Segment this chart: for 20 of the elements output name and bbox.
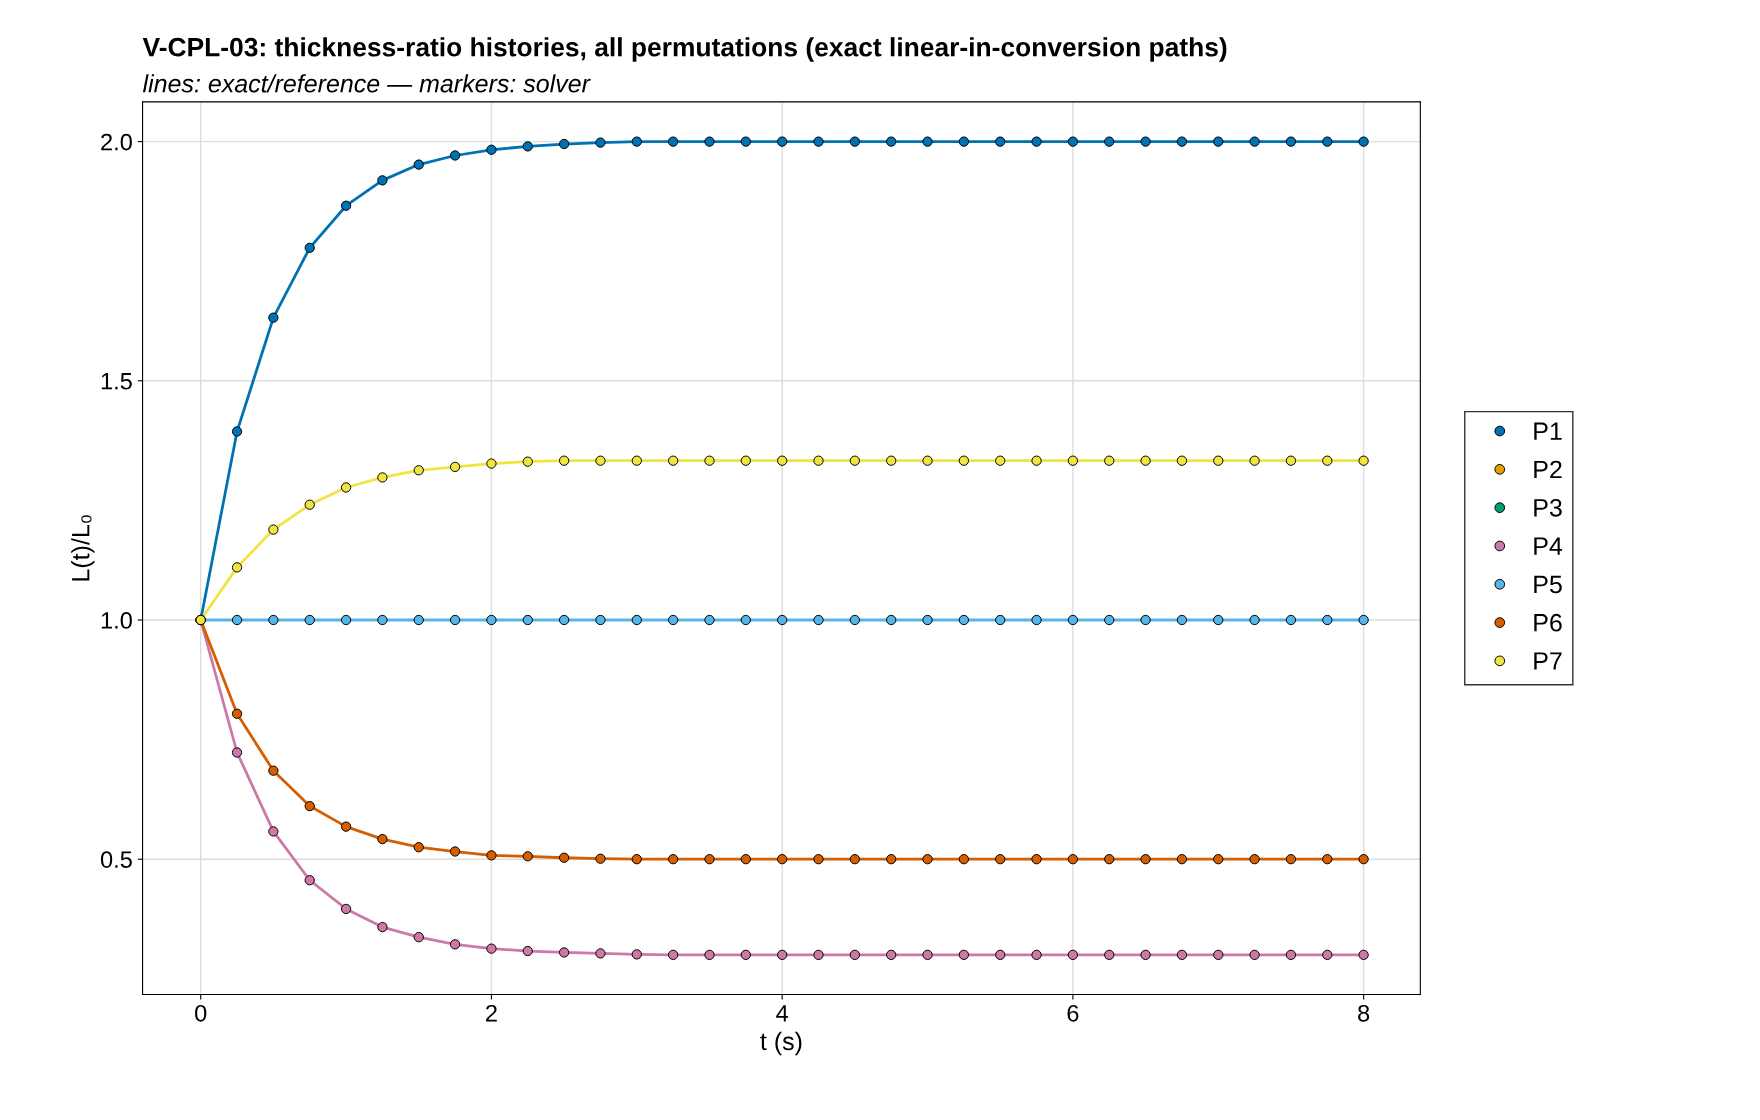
legend-label: P1	[1534, 422, 1562, 440]
chart-subtitle: lines: exact/reference — markers: solver	[142, 74, 591, 93]
y-axis-title: L(t)/L₀	[71, 515, 95, 581]
y-tick-label: 2.0	[101, 133, 132, 151]
y-tick-label: 0.5	[100, 851, 132, 868]
legend-label: P6	[1534, 613, 1562, 632]
x-tick-label: 2	[486, 1004, 497, 1022]
x-tick-label: 8	[1358, 1004, 1370, 1022]
legend-label: P4	[1534, 537, 1563, 555]
y-tick-label: 1.5	[101, 373, 132, 390]
legend-label: P7	[1534, 652, 1562, 670]
legend-label: P2	[1534, 460, 1562, 479]
x-tick-label: 4	[776, 1005, 789, 1022]
y-tick-label: 1.0	[101, 612, 132, 629]
legend-label: P3	[1534, 498, 1562, 517]
x-tick-label: 0	[195, 1004, 207, 1022]
x-axis-title: t (s)	[760, 1031, 802, 1056]
x-tick-label: 6	[1067, 1004, 1079, 1022]
legend-label: P5	[1534, 575, 1562, 594]
chart-title: V-CPL-03: thickness-ratio histories, all permutations (exact linear-in-conversion paths)	[142, 37, 1227, 62]
